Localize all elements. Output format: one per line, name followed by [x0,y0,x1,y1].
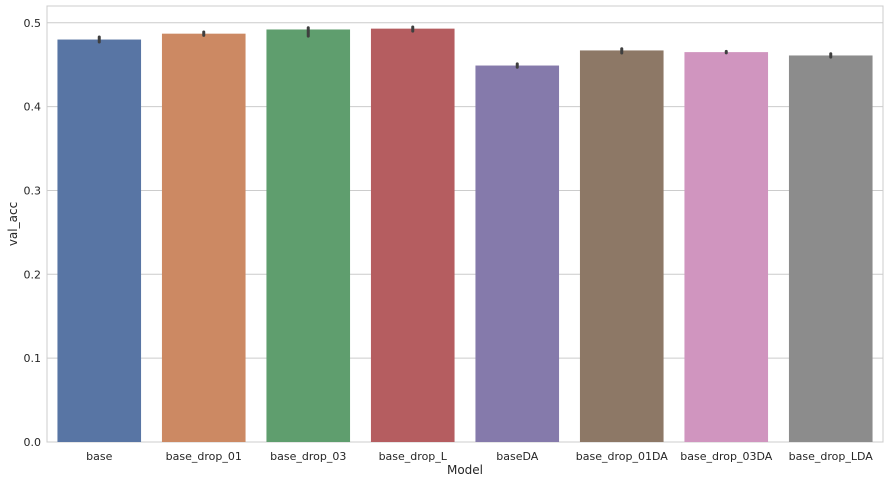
x-tick-label: base_drop_01DA [576,450,668,463]
bar [370,28,455,443]
bar [57,39,142,443]
y-tick-label: 0.1 [24,352,42,365]
x-tick-label: base_drop_03DA [680,450,772,463]
y-axis-title: val_acc [6,202,20,246]
bar [475,65,560,443]
y-tick-labels: 0.0 0.1 0.2 0.3 0.4 0.5 [24,17,42,449]
x-tick-label: base_drop_03 [270,450,346,463]
bar [266,29,351,442]
y-tick-label: 0.2 [24,268,42,281]
x-tick-label: base_drop_L [379,450,448,463]
y-tick-label: 0.4 [24,101,42,114]
y-tick-label: 0.5 [24,17,42,30]
bar [161,33,246,443]
bar [788,55,873,442]
y-tick-label: 0.0 [24,436,42,449]
x-tick-labels: base base_drop_01 base_drop_03 base_drop_L b… [86,450,873,463]
error-bars [97,25,833,69]
x-tick-label: base_drop_01 [166,450,242,463]
x-tick-label: base [86,450,112,463]
x-tick-label: base_drop_LDA [789,450,874,463]
x-axis-title: Model [447,463,483,477]
bar [684,52,769,442]
x-tick-label: baseDA [496,450,538,463]
bar [579,50,664,442]
y-tick-label: 0.3 [24,184,42,197]
bars [57,28,873,443]
